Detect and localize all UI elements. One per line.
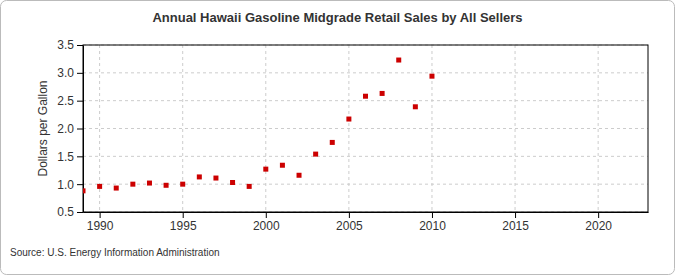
point [429,74,434,79]
point [380,91,385,96]
x-tick-label: 1990 [87,219,114,233]
x-tick: 2010 [419,212,446,233]
point [396,58,401,63]
plot-frame [83,45,648,212]
source: Source: U.S. Energy Information Administ… [10,247,220,258]
point [247,184,252,189]
tick-mark [77,73,83,74]
x-tick-label: 2015 [502,219,529,233]
x-tick: 2000 [253,212,280,233]
point [130,182,135,187]
tick-mark [183,212,184,218]
y-tick-label: 2.5 [57,94,74,108]
plot: 1990 1995 2000 2005 2010 2015 2020 0.5 1.0 1.5 2.0… [57,38,648,232]
grid-line [182,45,183,212]
tick-mark [432,212,433,218]
tick-mark [515,212,516,218]
x-tick-label: 2010 [419,219,446,233]
x-axis: 1990 1995 2000 2005 2010 2015 2020 [84,212,649,233]
grid-line [348,45,349,212]
point [230,180,235,185]
point [197,174,202,179]
y-tick: 3.5 [57,38,83,52]
points [83,58,434,194]
y-tick-label: 1.5 [57,150,74,164]
grid-line [83,100,648,101]
y-tick-label: 0.5 [57,205,74,219]
point [280,163,285,168]
point [313,152,318,157]
y-tick: 1.5 [57,150,83,164]
grid-line [83,72,648,73]
tick-mark [598,212,599,218]
title: Annual Hawaii Gasoline Midgrade Retail S… [152,10,522,25]
y-tick-label: 3.0 [57,66,74,80]
x-tick: 2020 [585,212,612,233]
x-tick: 2015 [502,212,529,233]
point [330,140,335,145]
x-tick-label: 1995 [170,219,197,233]
y-tick: 3.0 [57,66,83,80]
point [263,167,268,172]
y-tick: 2.5 [57,94,83,108]
point [97,184,102,189]
grid [83,45,648,212]
point [147,181,152,186]
tick-mark [100,212,101,218]
point [164,183,169,188]
y-tick-label: 1.0 [57,178,74,192]
x-tick-label: 2020 [585,219,612,233]
x-tick: 1995 [170,212,197,233]
point [363,94,368,99]
y-tick-label: 2.0 [57,122,74,136]
x-tick: 2005 [336,212,363,233]
tick-mark [77,212,83,213]
plot-area [83,45,648,212]
point [114,186,119,191]
background [1,1,675,275]
grid-line [598,45,599,212]
point [83,188,86,193]
x-tick: 1990 [87,212,114,233]
y-axis-title: Dollars per Gallon [36,80,50,176]
tick-mark [77,184,83,185]
x-tick-label: 2005 [336,219,363,233]
tick-mark [77,101,83,102]
grid-line [515,45,516,212]
y-axis: 0.5 1.0 1.5 2.0 2.5 3.0 3.5 [57,38,83,219]
tick-mark [77,45,83,46]
grid-line [83,128,648,129]
point [297,173,302,178]
tick-mark [349,212,350,218]
y-tick-label: 3.5 [57,38,74,52]
y-tick: 0.5 [57,205,83,219]
y-tick: 1.0 [57,178,83,192]
point [213,176,218,181]
point [346,117,351,122]
point [413,104,418,109]
chart: 1990 1995 2000 2005 2010 2015 2020 0.5 1.0 1.5 2.0… [0,0,675,275]
grid-line [431,45,432,212]
grid-line [83,156,648,157]
tick-mark [266,212,267,218]
x-tick-label: 2000 [253,219,280,233]
point [180,182,185,187]
y-tick: 2.0 [57,122,83,136]
tick-mark [77,129,83,130]
tick-mark [77,156,83,157]
grid-line [265,45,266,212]
